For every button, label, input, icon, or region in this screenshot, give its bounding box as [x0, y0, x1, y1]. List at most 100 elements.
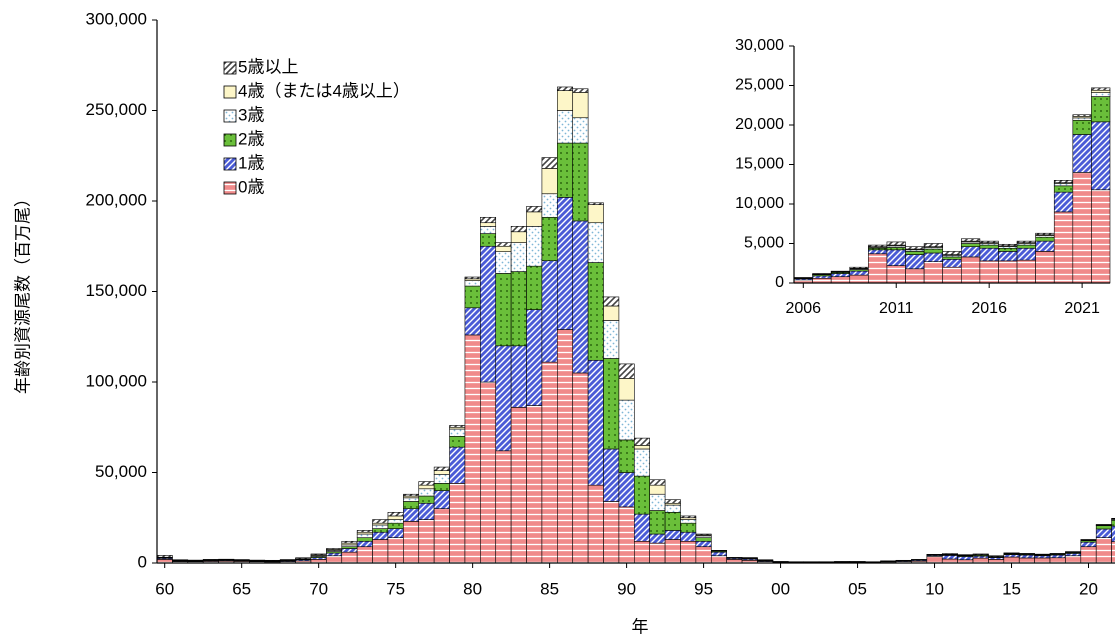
bar-segment — [1111, 541, 1115, 564]
bar-segment — [979, 260, 999, 284]
bar-segment — [372, 524, 389, 529]
bar-segment — [403, 493, 420, 497]
bar-segment — [510, 407, 527, 564]
bar-segment — [618, 472, 635, 508]
bar-segment — [998, 243, 1018, 247]
bar-segment — [634, 445, 650, 450]
bar-segment — [830, 270, 851, 273]
bar-segment — [1111, 517, 1115, 520]
y-axis-label: 年齢別資源尾数（百万尾） — [13, 190, 32, 394]
legend-swatch — [223, 85, 237, 99]
bar-segment — [868, 244, 888, 247]
x-tick-label: 80 — [463, 579, 482, 598]
bar-segment — [541, 168, 558, 195]
bar-segment — [1053, 180, 1074, 183]
y-tick-label: 20,000 — [735, 116, 784, 133]
bar-segment — [998, 247, 1018, 252]
bar-segment — [480, 222, 497, 227]
bar-segment — [1091, 121, 1111, 191]
plot: 0 50,000 100,000 150,000 200,000 250,000 300,0… — [86, 9, 1115, 598]
bar-segment — [1053, 211, 1074, 284]
legend-swatch — [223, 181, 237, 195]
bar-segment — [957, 556, 974, 561]
bar-segment — [664, 512, 681, 531]
bar-segment — [680, 540, 697, 564]
bar-segment — [526, 226, 543, 267]
bar-segment — [830, 273, 851, 277]
bar-segment — [1091, 189, 1111, 284]
bar-segment — [960, 238, 981, 242]
bar-segment — [634, 448, 650, 477]
bar-segment — [849, 266, 869, 269]
bar-segment — [1003, 554, 1020, 558]
bar-segment — [587, 204, 604, 224]
legend-label: 2歳 — [238, 129, 264, 148]
bar-segment — [356, 533, 373, 538]
bar-segment — [979, 244, 999, 249]
bar-segment — [998, 260, 1018, 284]
bar-segment — [1095, 528, 1112, 538]
bar-segment — [649, 542, 666, 564]
bar-segment — [1095, 525, 1112, 530]
bar-segment — [464, 276, 481, 280]
bar-segment — [387, 522, 404, 529]
bar-segment — [510, 242, 527, 272]
legend-swatch — [223, 133, 237, 147]
bar-segment — [1035, 236, 1055, 242]
bar-segment — [1003, 552, 1020, 554]
bar-segment — [957, 554, 974, 556]
bar-segment — [557, 90, 574, 111]
bar-segment — [1018, 557, 1035, 564]
bar-segment — [618, 439, 635, 473]
bar-segment — [433, 474, 450, 484]
bar-segment — [449, 446, 466, 484]
bar-segment — [572, 142, 589, 222]
bar-segment — [603, 448, 620, 502]
bar-segment — [1091, 87, 1111, 91]
bar-segment — [695, 546, 712, 564]
bar-segment — [618, 506, 635, 564]
bar-segment — [905, 246, 925, 250]
bar-segment — [449, 428, 466, 437]
bar-segment — [664, 504, 681, 513]
bar-segment — [1091, 89, 1111, 93]
bar-segment — [634, 513, 650, 542]
bar-segment — [495, 273, 512, 347]
bar-segment — [387, 519, 404, 524]
bar-segment — [464, 334, 481, 564]
bar-segment — [741, 557, 758, 559]
bar-segment — [526, 206, 543, 213]
bar-segment — [1072, 114, 1092, 117]
bar-segment — [812, 275, 832, 279]
bar-segment — [403, 508, 420, 522]
bar-segment — [449, 435, 466, 448]
bar-segment — [1091, 92, 1111, 97]
bar-segment — [1065, 555, 1082, 564]
legend-label: 5歳以上 — [238, 57, 298, 76]
bar-segment — [979, 247, 999, 262]
bar-segment — [495, 345, 512, 452]
bar-segment — [387, 515, 404, 520]
bar-segment — [433, 470, 450, 475]
bar-segment — [680, 515, 697, 519]
bar-segment — [1016, 244, 1036, 249]
bar-segment — [557, 142, 574, 198]
bar-segment — [403, 501, 420, 509]
bar-segment — [988, 555, 1005, 557]
y-tick-label: 300,000 — [86, 9, 147, 28]
bar-segment — [433, 490, 450, 510]
bar-segment — [572, 88, 589, 93]
bar-segment — [812, 273, 832, 275]
bar-segment — [905, 251, 925, 255]
bar-segment — [886, 265, 906, 284]
bar-segment — [972, 557, 989, 564]
y-tick-label: 0 — [775, 274, 784, 291]
bar-segment — [603, 305, 620, 321]
y-tick-label: 15,000 — [735, 156, 784, 173]
y-tick-label: 100,000 — [86, 371, 147, 390]
bar-segment — [326, 548, 343, 550]
bar-segment — [1080, 541, 1097, 548]
bar-segment — [942, 251, 962, 255]
bar-segment — [1018, 554, 1035, 559]
bar-segment — [942, 258, 962, 268]
